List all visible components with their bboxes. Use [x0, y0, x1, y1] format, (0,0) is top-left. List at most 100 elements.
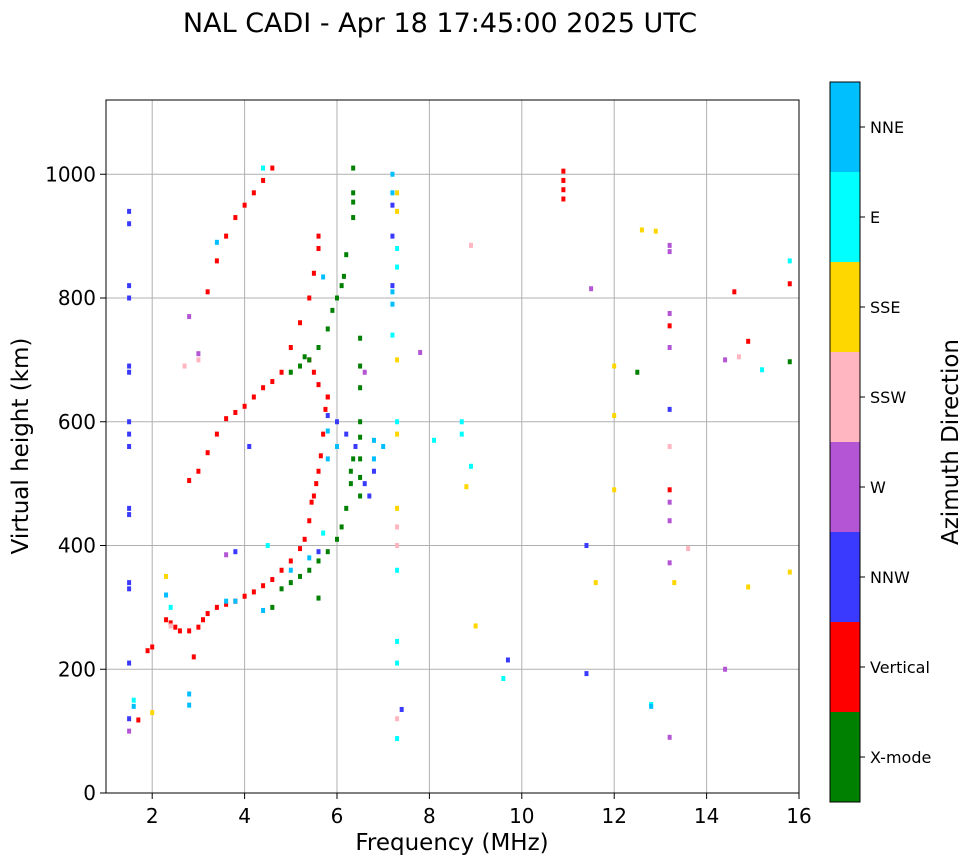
data-point — [672, 580, 677, 586]
data-point — [261, 177, 266, 183]
data-point — [787, 569, 792, 575]
data-point — [468, 242, 473, 248]
data-point — [191, 654, 196, 660]
data-point — [182, 363, 187, 369]
data-point — [214, 604, 219, 610]
data-point — [351, 456, 356, 462]
data-point — [196, 624, 201, 630]
data-point — [187, 691, 192, 697]
data-point — [127, 728, 132, 734]
data-point — [371, 468, 376, 474]
data-point — [168, 623, 173, 629]
colorbar-tick-label: SSE — [870, 298, 900, 317]
x-tick-label: 6 — [331, 804, 344, 828]
x-tick-label: 8 — [423, 804, 436, 828]
data-point — [358, 434, 363, 440]
data-point — [395, 505, 400, 511]
data-point — [395, 246, 400, 251]
data-point — [367, 493, 372, 499]
data-point — [395, 716, 400, 722]
data-point — [459, 419, 464, 425]
series-e — [131, 165, 792, 742]
data-point — [242, 202, 247, 208]
data-point — [561, 168, 566, 174]
x-tick-label: 4 — [238, 804, 251, 828]
data-point — [399, 706, 404, 712]
data-point — [214, 258, 219, 264]
data-point — [247, 444, 252, 449]
data-point — [390, 289, 395, 295]
y-tick-label: 400 — [58, 534, 96, 558]
data-point — [667, 323, 672, 329]
y-tick-label: 1000 — [45, 162, 96, 186]
data-point — [311, 369, 316, 375]
y-axis-label: Virtual height (km) — [8, 338, 34, 555]
data-point — [746, 338, 751, 344]
data-point — [459, 431, 464, 437]
data-point — [251, 589, 256, 595]
y-tick-label: 600 — [58, 410, 96, 434]
data-point — [561, 177, 566, 183]
colorbar-segment — [830, 352, 860, 442]
x-axis-label: Frequency (MHz) — [355, 830, 548, 856]
colorbar-segment — [830, 712, 860, 802]
data-point — [150, 710, 155, 716]
data-point — [344, 505, 349, 511]
data-point — [330, 307, 335, 313]
colorbar-segment — [830, 442, 860, 532]
y-axis-ticks: 0 200 400 600 800 1000 — [45, 162, 106, 805]
data-point — [667, 518, 672, 524]
data-point — [127, 444, 132, 449]
data-point — [612, 487, 617, 493]
data-point — [224, 598, 229, 604]
data-point — [127, 295, 132, 301]
data-point — [302, 536, 307, 542]
data-point — [233, 549, 238, 555]
data-point — [335, 444, 339, 449]
data-point — [395, 736, 400, 742]
data-point — [358, 456, 363, 462]
data-point — [177, 628, 182, 634]
data-point — [251, 190, 256, 196]
data-point — [501, 676, 506, 682]
data-point — [279, 567, 284, 573]
data-point — [288, 345, 293, 350]
data-point — [302, 354, 307, 360]
data-point — [307, 295, 312, 301]
data-point — [746, 584, 751, 590]
data-point — [505, 657, 510, 663]
data-point — [348, 468, 353, 474]
data-point — [612, 363, 617, 369]
data-point — [131, 697, 136, 703]
colorbar-tick-label: Vertical — [870, 658, 930, 677]
data-point — [561, 187, 566, 193]
data-point — [381, 444, 386, 449]
data-point — [787, 281, 792, 287]
colorbar: X-mode Vertical NNW W SSW SSE E NNE — [829, 81, 931, 803]
data-point — [371, 456, 376, 462]
data-point — [589, 286, 594, 292]
data-point — [667, 406, 672, 412]
data-point — [316, 468, 321, 474]
data-point — [371, 437, 376, 443]
data-point — [667, 444, 672, 449]
data-point — [131, 703, 136, 709]
data-point — [635, 369, 640, 375]
data-point — [358, 419, 363, 425]
data-point — [395, 264, 400, 270]
data-point — [233, 409, 238, 415]
data-point — [351, 165, 356, 171]
data-point — [251, 394, 256, 400]
y-tick-label: 200 — [58, 657, 96, 681]
data-point — [196, 351, 201, 357]
data-point — [464, 484, 469, 490]
data-point — [395, 357, 400, 363]
data-point — [127, 512, 132, 518]
data-point — [473, 623, 478, 629]
colorbar-segment — [830, 262, 860, 352]
data-point — [321, 274, 326, 280]
data-point — [351, 199, 356, 205]
data-point — [288, 567, 293, 573]
data-point — [353, 444, 358, 449]
data-point — [127, 505, 132, 511]
